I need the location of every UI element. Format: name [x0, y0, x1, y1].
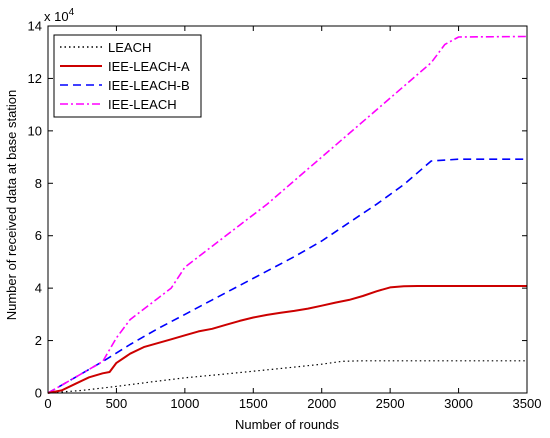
x-tick-label: 2000	[307, 396, 336, 411]
y-exponent-base: x 10	[44, 9, 69, 24]
legend: LEACH IEE-LEACH-A IEE-LEACH-B IEE-LEACH	[53, 34, 202, 118]
legend-label: IEE-LEACH	[108, 97, 177, 112]
legend-label: IEE-LEACH-B	[108, 78, 190, 93]
series-line-iee-leach-a	[47, 285, 527, 394]
x-tick-label: 3500	[513, 396, 542, 411]
legend-items: LEACH IEE-LEACH-A IEE-LEACH-B IEE-LEACH	[60, 40, 190, 112]
legend-label: LEACH	[108, 40, 151, 55]
series-line-iee-leach-b	[47, 158, 527, 394]
y-exponent-power: 4	[69, 7, 75, 18]
x-tick-label: 500	[106, 396, 128, 411]
y-tick-label: 12	[28, 71, 42, 86]
series-layer	[47, 35, 528, 394]
y-tick-label: 6	[35, 228, 42, 243]
x-tick-label: 1000	[170, 396, 199, 411]
series-line-iee-leach	[47, 35, 528, 394]
plot-frame	[47, 25, 528, 394]
x-axis-label: Number of rounds	[235, 417, 340, 432]
x-tick-label: 3000	[444, 396, 473, 411]
legend-box	[53, 34, 202, 118]
y-tick-label: 4	[35, 281, 42, 296]
x-tick-label: 2500	[376, 396, 405, 411]
y-tick-label: 14	[28, 19, 42, 34]
y-tick-label: 2	[35, 333, 42, 348]
y-axis-label: Number of received data at base station	[4, 90, 19, 321]
y-tick-label: 0	[35, 386, 42, 401]
ticks-layer: 0 500 1000 1500 2000 2500 3000 3500 0 2 4 6 8 10 12 14	[28, 19, 542, 412]
x-tick-label: 0	[44, 396, 51, 411]
x-tick-label: 1500	[239, 396, 268, 411]
y-tick-label: 8	[35, 176, 42, 191]
y-tick-label: 10	[28, 123, 42, 138]
y-exponent-label: x 104	[44, 7, 75, 24]
legend-label: IEE-LEACH-A	[108, 59, 190, 74]
